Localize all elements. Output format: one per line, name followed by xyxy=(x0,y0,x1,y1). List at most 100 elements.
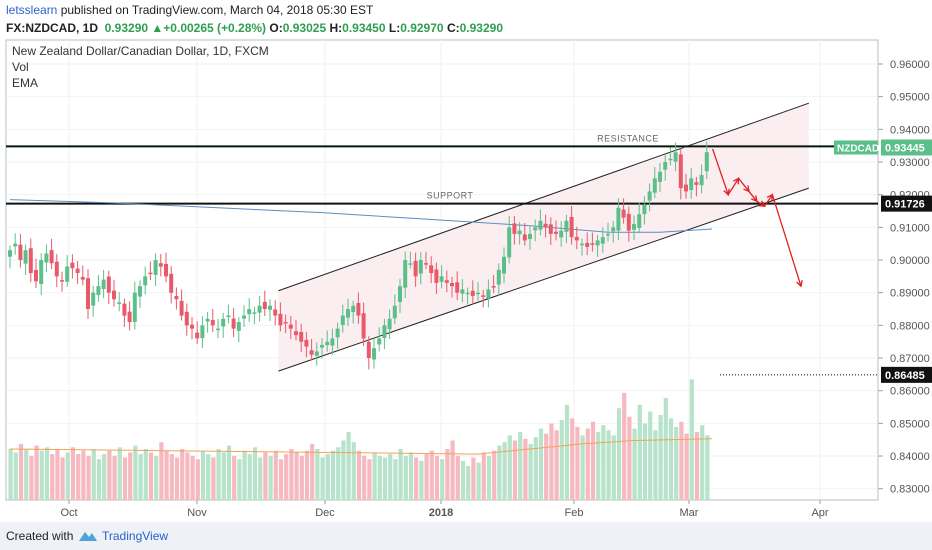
candle-body xyxy=(164,263,168,277)
candle-body xyxy=(699,175,704,186)
volume-bar xyxy=(528,443,533,500)
symbol-label: FX:NZDCAD, 1D xyxy=(6,21,98,35)
candle-body xyxy=(34,269,38,282)
volume-bar xyxy=(159,442,164,500)
price-chart[interactable]: RESISTANCE SUPPORT 0.96000 0.95000 0.94000 0… xyxy=(0,38,932,522)
volume-bar xyxy=(471,457,476,500)
volume-bar xyxy=(128,452,133,500)
candle-body xyxy=(49,250,54,264)
author-link[interactable]: letsslearn xyxy=(6,3,58,17)
legend-title: New Zealand Dollar/Canadian Dollar, 1D, … xyxy=(12,44,269,58)
candle-body xyxy=(444,280,449,283)
volume-bar xyxy=(538,428,544,500)
candle-body xyxy=(351,305,356,313)
arrow-head xyxy=(733,177,740,185)
candle-body xyxy=(299,331,304,342)
volume-bar xyxy=(107,450,112,500)
volume-bar xyxy=(580,435,585,500)
candle-body xyxy=(75,268,80,274)
ema-line xyxy=(9,199,713,233)
tradingview-link[interactable]: TradingView xyxy=(102,529,169,543)
candle-body xyxy=(372,348,376,360)
candle-body xyxy=(80,276,85,280)
close-label: C: xyxy=(446,21,460,35)
candle-body xyxy=(8,250,12,257)
volume-bar xyxy=(55,449,60,500)
close-value: 0.93290 xyxy=(459,21,503,35)
candle-body xyxy=(54,261,59,277)
price-tags: 0.93445 NZDCAD 0.91726 0.86485 xyxy=(834,139,932,383)
legend-vol: Vol xyxy=(12,60,29,74)
volume-bar xyxy=(663,398,668,500)
candle-body xyxy=(413,260,418,277)
candle-body xyxy=(704,152,709,172)
price-tag-value: 0.93445 xyxy=(885,142,925,154)
volume-bar xyxy=(549,423,554,500)
candle-body xyxy=(642,204,647,215)
y-tick-label: 0.89000 xyxy=(890,288,930,300)
created-with-label: Created with xyxy=(6,529,74,543)
y-tick-label: 0.96000 xyxy=(890,59,930,71)
candle-body xyxy=(694,182,699,185)
y-tick-label: 0.83000 xyxy=(890,484,930,496)
volume-bar xyxy=(96,459,102,500)
volume-bar xyxy=(377,455,382,500)
volume-bar xyxy=(362,455,367,500)
volume-bar xyxy=(497,445,502,500)
x-tick-label: 2018 xyxy=(429,507,453,519)
volume-bar xyxy=(700,425,705,500)
volume-bar xyxy=(289,449,294,500)
volume-bar xyxy=(44,447,50,500)
candle-body xyxy=(148,272,153,275)
candle-body xyxy=(626,213,631,231)
price-axis[interactable]: 0.960000.950000.940000.930000.920000.910… xyxy=(878,59,930,496)
candle-body xyxy=(112,290,116,300)
volume-bar xyxy=(247,454,252,500)
candle-body xyxy=(637,214,642,228)
tradingview-logo-icon[interactable] xyxy=(78,530,98,542)
volume-bar xyxy=(694,432,700,500)
volume-bar xyxy=(408,452,414,500)
candle-body xyxy=(309,350,314,355)
volume-bar xyxy=(148,452,154,500)
x-tick-label: Feb xyxy=(565,507,584,519)
candle-body xyxy=(117,302,122,304)
volume-bar xyxy=(200,450,206,500)
volume-bar xyxy=(585,428,590,500)
volume-bar xyxy=(674,426,679,500)
candle-body xyxy=(595,240,600,246)
candle-body xyxy=(65,266,70,282)
volume-bar xyxy=(455,455,460,500)
volume-bar xyxy=(481,452,486,500)
candle-body xyxy=(143,276,148,286)
volume-bar xyxy=(419,460,424,500)
volume-bar xyxy=(668,418,674,500)
level-label: SUPPORT xyxy=(427,191,474,201)
volume-bar xyxy=(211,457,216,500)
candle-body xyxy=(554,231,558,234)
candle-body xyxy=(434,269,439,283)
price-tag-box xyxy=(881,195,932,212)
arrow-head xyxy=(751,195,758,203)
candle-body xyxy=(257,305,262,313)
channel-upper-line xyxy=(278,102,809,292)
volume-bar xyxy=(424,454,429,500)
volume-bar xyxy=(653,430,658,500)
volume-bar xyxy=(138,454,143,500)
volume-bar xyxy=(325,454,330,500)
volume-bar xyxy=(252,447,258,500)
candle-body xyxy=(632,224,636,230)
volume-bar xyxy=(195,459,200,500)
candle-body xyxy=(346,309,350,318)
volume-bar xyxy=(50,454,55,500)
candle-body xyxy=(184,311,189,326)
publisher-line: letsslearn published on TradingView.com,… xyxy=(6,3,373,17)
volume-bar xyxy=(403,455,408,500)
volume-bar xyxy=(164,450,169,500)
volume-bar xyxy=(65,452,70,500)
time-axis[interactable]: Oct Nov Dec 2018 Feb Mar Apr xyxy=(60,500,829,519)
candle-body xyxy=(658,171,662,182)
volume-moving-average xyxy=(9,438,713,455)
volume-bars xyxy=(8,379,710,500)
volume-bar xyxy=(440,459,445,500)
